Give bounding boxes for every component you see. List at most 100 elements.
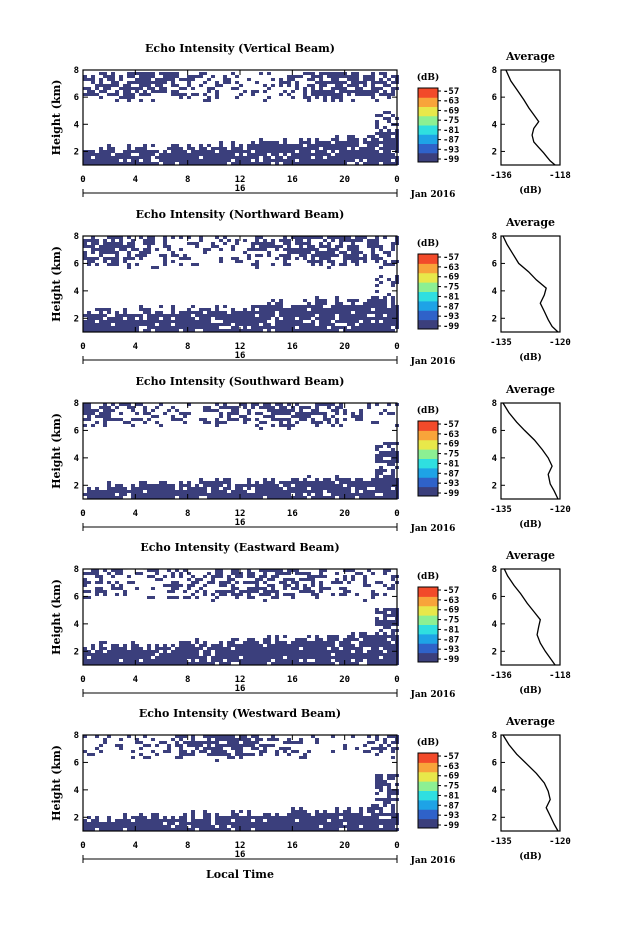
echo-cell xyxy=(107,242,111,245)
colorbar-tick-label: -69 xyxy=(443,606,459,616)
echo-cell xyxy=(135,329,139,332)
echo-cell xyxy=(171,493,175,496)
echo-cell xyxy=(175,493,179,496)
echo-cell xyxy=(99,162,103,165)
echo-cell xyxy=(195,578,199,581)
echo-cell xyxy=(383,320,387,323)
echo-cell xyxy=(363,575,367,578)
echo-cell xyxy=(135,825,139,828)
echo-cell xyxy=(219,590,223,593)
echo-cell xyxy=(183,650,187,653)
echo-cell xyxy=(383,798,387,801)
echo-cell xyxy=(151,323,155,326)
echo-cell xyxy=(371,481,375,484)
echo-cell xyxy=(171,490,175,493)
echo-cell xyxy=(267,403,271,406)
echo-cell xyxy=(179,828,183,831)
echo-cell xyxy=(207,496,211,499)
echo-cell xyxy=(179,418,183,421)
echo-cell xyxy=(87,87,91,90)
echo-cell xyxy=(339,245,343,248)
profile-line xyxy=(503,568,556,666)
echo-cell xyxy=(383,490,387,493)
echo-cell xyxy=(379,153,383,156)
echo-cell xyxy=(239,816,243,819)
echo-cell xyxy=(295,323,299,326)
echo-cell xyxy=(283,81,287,84)
echo-cell xyxy=(123,150,127,153)
echo-cell xyxy=(271,819,275,822)
echo-cell xyxy=(287,403,291,406)
echo-cell xyxy=(347,644,351,647)
echo-cell xyxy=(163,741,167,744)
echo-cell xyxy=(291,78,295,81)
echo-cell xyxy=(183,596,187,599)
echo-cell xyxy=(111,496,115,499)
echo-cell xyxy=(359,93,363,96)
echo-cell xyxy=(163,150,167,153)
echo-cell xyxy=(295,825,299,828)
echo-cell xyxy=(107,245,111,248)
echo-cell xyxy=(219,662,223,665)
echo-cell xyxy=(391,647,395,650)
y-tick-label: 6 xyxy=(74,592,79,602)
echo-cell xyxy=(375,647,379,650)
echo-cell xyxy=(107,326,111,329)
echo-cell xyxy=(323,478,327,481)
echo-cell xyxy=(379,135,383,138)
echo-cell xyxy=(283,644,287,647)
echo-cell xyxy=(207,421,211,424)
echo-cell xyxy=(311,159,315,162)
echo-cell xyxy=(387,641,391,644)
echo-cell xyxy=(151,813,155,816)
echo-cell xyxy=(391,162,395,165)
echo-cell xyxy=(323,329,327,332)
echo-cell xyxy=(219,496,223,499)
echo-cell xyxy=(311,578,315,581)
echo-cell xyxy=(139,653,143,656)
colorbar-segment xyxy=(418,143,438,154)
echo-cell xyxy=(347,156,351,159)
echo-cell xyxy=(203,156,207,159)
echo-cell xyxy=(371,150,375,153)
echo-cell xyxy=(271,153,275,156)
echo-cell xyxy=(95,329,99,332)
echo-cell xyxy=(263,816,267,819)
echo-cell xyxy=(171,587,175,590)
echo-cell xyxy=(351,635,355,638)
echo-cell xyxy=(235,487,239,490)
echo-cell xyxy=(379,653,383,656)
echo-cell xyxy=(383,150,387,153)
echo-cell xyxy=(99,81,103,84)
echo-cell xyxy=(259,314,263,317)
echo-cell xyxy=(363,90,367,93)
echo-cell xyxy=(347,311,351,314)
echo-cell xyxy=(135,819,139,822)
echo-cell xyxy=(307,144,311,147)
echo-cell xyxy=(311,487,315,490)
colorbar-segment xyxy=(418,430,438,441)
echo-cell xyxy=(331,656,335,659)
echo-cell xyxy=(187,650,191,653)
echo-cell xyxy=(331,239,335,242)
echo-cell xyxy=(311,90,315,93)
echo-cell xyxy=(223,329,227,332)
echo-cell xyxy=(239,403,243,406)
echo-cell xyxy=(247,323,251,326)
echo-cell xyxy=(351,813,355,816)
echo-cell xyxy=(239,93,243,96)
echo-cell xyxy=(279,144,283,147)
echo-cell xyxy=(375,738,379,741)
y-tick-label: 4 xyxy=(74,120,80,130)
echo-cell xyxy=(391,284,395,287)
echo-cell xyxy=(203,825,207,828)
echo-cell xyxy=(327,825,331,828)
echo-cell xyxy=(383,493,387,496)
echo-cell xyxy=(115,156,119,159)
echo-cell xyxy=(287,753,291,756)
echo-cell xyxy=(375,753,379,756)
echo-cell xyxy=(215,323,219,326)
echo-cell xyxy=(231,738,235,741)
echo-cell xyxy=(175,647,179,650)
echo-cell xyxy=(99,153,103,156)
